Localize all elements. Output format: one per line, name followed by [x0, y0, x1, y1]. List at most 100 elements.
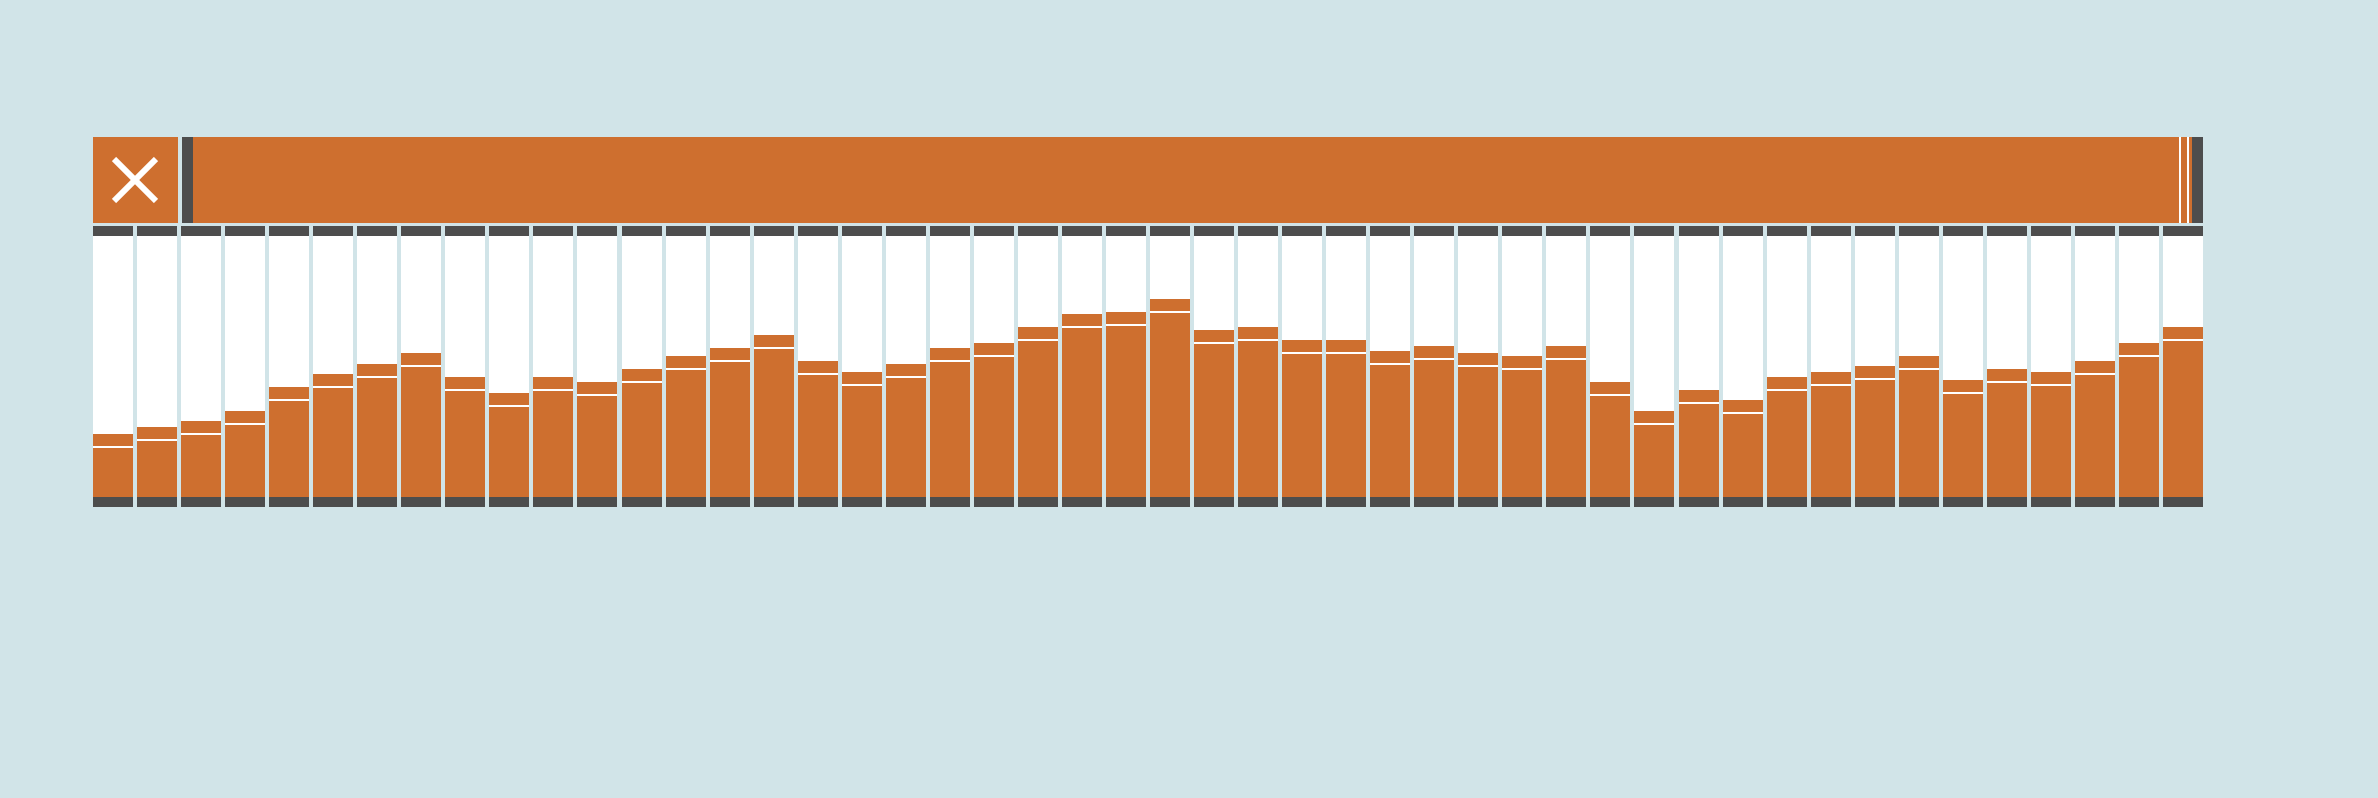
level-bar[interactable] — [1898, 226, 1939, 507]
bar-fill — [1458, 353, 1499, 497]
bar-cap-top — [1766, 226, 1807, 236]
bar-cap-bottom — [137, 497, 178, 507]
bar-fill-marker — [2162, 339, 2203, 341]
level-bar[interactable] — [533, 226, 574, 507]
bar-fill-marker — [1017, 339, 1058, 341]
level-bar[interactable] — [1854, 226, 1895, 507]
level-bar[interactable] — [1634, 226, 1675, 507]
bar-cap-top — [577, 226, 618, 236]
range-selector-widget — [93, 137, 2203, 507]
bar-fill — [489, 393, 530, 497]
bar-cap-top — [357, 226, 398, 236]
level-bar[interactable] — [445, 226, 486, 507]
bar-cap-bottom — [1326, 497, 1367, 507]
bar-fill-marker — [1150, 311, 1191, 313]
level-bar[interactable] — [357, 226, 398, 507]
level-bar[interactable] — [1105, 226, 1146, 507]
level-bar[interactable] — [313, 226, 354, 507]
grip-line — [2187, 137, 2189, 223]
level-bar[interactable] — [885, 226, 926, 507]
level-bar[interactable] — [621, 226, 662, 507]
level-bar[interactable] — [709, 226, 750, 507]
bar-cap-top — [753, 226, 794, 236]
level-bar[interactable] — [181, 226, 222, 507]
bar-cap-top — [1194, 226, 1235, 236]
bar-fill-marker — [665, 368, 706, 370]
bar-fill — [225, 411, 266, 497]
range-track[interactable] — [182, 137, 2203, 223]
level-bar[interactable] — [973, 226, 1014, 507]
bar-cap-bottom — [1414, 497, 1455, 507]
level-bar[interactable] — [1458, 226, 1499, 507]
bar-cap-top — [1898, 226, 1939, 236]
level-bar[interactable] — [2074, 226, 2115, 507]
level-bar[interactable] — [1546, 226, 1587, 507]
bar-fill — [709, 348, 750, 497]
level-bar[interactable] — [1061, 226, 1102, 507]
level-bar[interactable] — [489, 226, 530, 507]
bar-fill-marker — [621, 381, 662, 383]
bar-fill-marker — [1414, 358, 1455, 360]
bar-fill — [841, 372, 882, 497]
bar-cap-top — [709, 226, 750, 236]
level-bar[interactable] — [401, 226, 442, 507]
level-bar[interactable] — [269, 226, 310, 507]
bar-fill — [1942, 380, 1983, 497]
bar-fill — [1017, 327, 1058, 497]
level-bar[interactable] — [1017, 226, 1058, 507]
level-bar[interactable] — [1414, 226, 1455, 507]
bar-fill — [1678, 390, 1719, 497]
level-bar[interactable] — [1370, 226, 1411, 507]
grip-line — [2179, 137, 2181, 223]
bar-fill — [2118, 343, 2159, 497]
level-bar[interactable] — [1238, 226, 1279, 507]
level-bar[interactable] — [1678, 226, 1719, 507]
level-bar[interactable] — [1810, 226, 1851, 507]
bar-fill — [1810, 372, 1851, 497]
level-bar[interactable] — [2162, 226, 2203, 507]
bar-cap-bottom — [1017, 497, 1058, 507]
level-bar[interactable] — [1722, 226, 1763, 507]
bar-fill-marker — [1766, 389, 1807, 391]
bar-fill-marker — [2030, 384, 2071, 386]
bar-fill — [1502, 356, 1543, 497]
bar-fill — [1590, 382, 1631, 497]
close-button[interactable] — [93, 137, 178, 223]
level-bar[interactable] — [753, 226, 794, 507]
level-bar[interactable] — [137, 226, 178, 507]
bar-fill-marker — [1678, 402, 1719, 404]
level-bar[interactable] — [1986, 226, 2027, 507]
level-bar[interactable] — [93, 226, 134, 507]
level-bar[interactable] — [1194, 226, 1235, 507]
bar-fill-marker — [1061, 326, 1102, 328]
level-bar[interactable] — [841, 226, 882, 507]
bar-cap-top — [2162, 226, 2203, 236]
range-start-handle[interactable] — [182, 137, 193, 223]
level-bar[interactable] — [1942, 226, 1983, 507]
level-bar[interactable] — [1326, 226, 1367, 507]
level-bar[interactable] — [797, 226, 838, 507]
level-bar[interactable] — [2118, 226, 2159, 507]
level-bar[interactable] — [2030, 226, 2071, 507]
bar-cap-top — [533, 226, 574, 236]
bar-fill-marker — [577, 394, 618, 396]
bar-fill — [753, 335, 794, 497]
bar-fill-marker — [1986, 381, 2027, 383]
bar-fill — [357, 364, 398, 497]
level-bar[interactable] — [665, 226, 706, 507]
bar-cap-top — [929, 226, 970, 236]
bar-fill-marker — [1898, 368, 1939, 370]
bar-cap-bottom — [577, 497, 618, 507]
bar-fill — [93, 434, 134, 497]
level-bar[interactable] — [1282, 226, 1323, 507]
level-bar[interactable] — [1766, 226, 1807, 507]
bar-fill — [1898, 356, 1939, 497]
bar-fill-marker — [401, 365, 442, 367]
level-bar[interactable] — [1150, 226, 1191, 507]
level-bar[interactable] — [929, 226, 970, 507]
level-bar[interactable] — [1590, 226, 1631, 507]
level-bar[interactable] — [225, 226, 266, 507]
range-end-handle[interactable] — [2177, 137, 2203, 223]
level-bar[interactable] — [577, 226, 618, 507]
level-bar[interactable] — [1502, 226, 1543, 507]
